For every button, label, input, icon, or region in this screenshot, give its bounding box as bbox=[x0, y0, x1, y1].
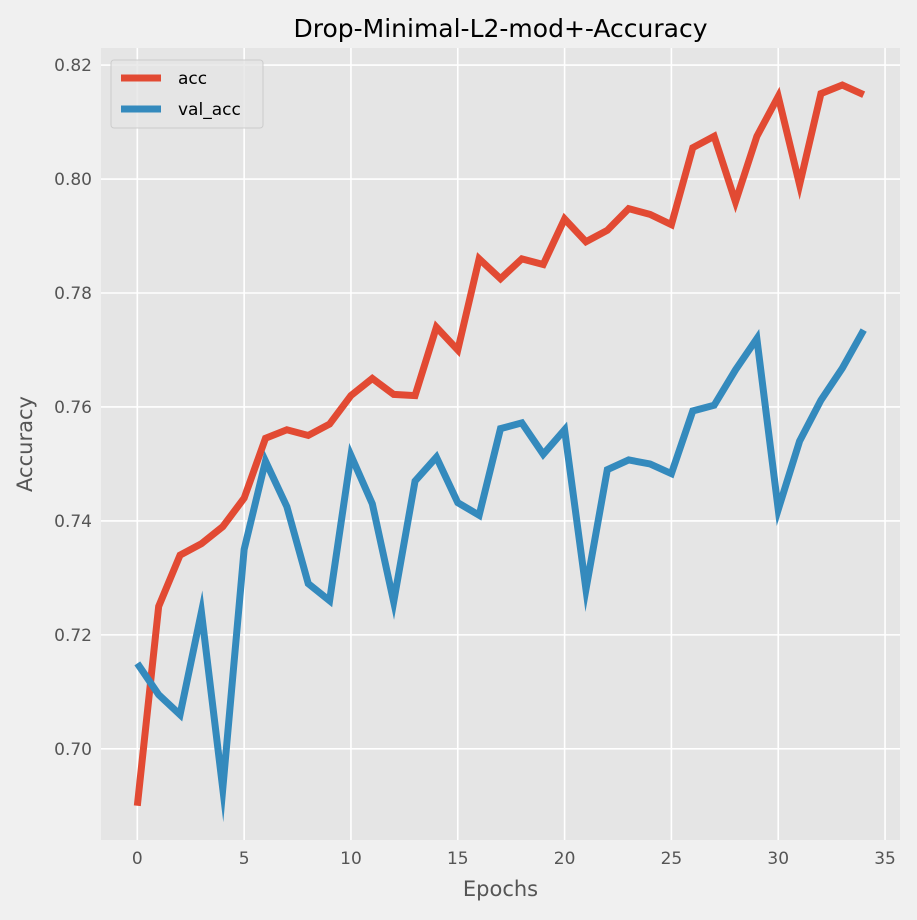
series-layer bbox=[133, 81, 867, 823]
x-tick-label: 35 bbox=[874, 849, 896, 869]
x-tick-label: 0 bbox=[132, 849, 143, 869]
series-line-val-acc bbox=[134, 328, 867, 823]
y-tick-label: 0.72 bbox=[54, 626, 92, 646]
y-axis-label: Accuracy bbox=[13, 396, 37, 492]
plot-area bbox=[101, 48, 900, 840]
x-tick-label: 30 bbox=[767, 849, 789, 869]
x-axis-label: Epochs bbox=[463, 877, 538, 901]
series-line-acc bbox=[133, 81, 866, 807]
y-tick-label: 0.74 bbox=[54, 512, 92, 532]
grid-lines bbox=[101, 48, 900, 840]
y-tick-label: 0.76 bbox=[54, 398, 92, 418]
y-tick-label: 0.82 bbox=[54, 56, 92, 76]
y-tick-labels: 0.70 0.72 0.74 0.76 0.78 0.80 0.82 bbox=[54, 56, 92, 760]
legend-label-val-acc: val_acc bbox=[178, 100, 241, 120]
y-tick-label: 0.80 bbox=[54, 170, 92, 190]
x-tick-label: 5 bbox=[239, 849, 250, 869]
legend-label-acc: acc bbox=[178, 69, 207, 89]
y-tick-label: 0.78 bbox=[54, 284, 92, 304]
chart-title: Drop-Minimal-L2-mod+-Accuracy bbox=[293, 14, 707, 43]
x-tick-label: 15 bbox=[447, 849, 469, 869]
x-tick-labels: 0 5 10 15 20 25 30 35 bbox=[132, 849, 896, 869]
x-tick-label: 25 bbox=[661, 849, 683, 869]
legend: acc val_acc bbox=[110, 59, 264, 129]
x-tick-label: 20 bbox=[554, 849, 576, 869]
y-tick-label: 0.70 bbox=[54, 740, 92, 760]
x-tick-label: 10 bbox=[340, 849, 362, 869]
